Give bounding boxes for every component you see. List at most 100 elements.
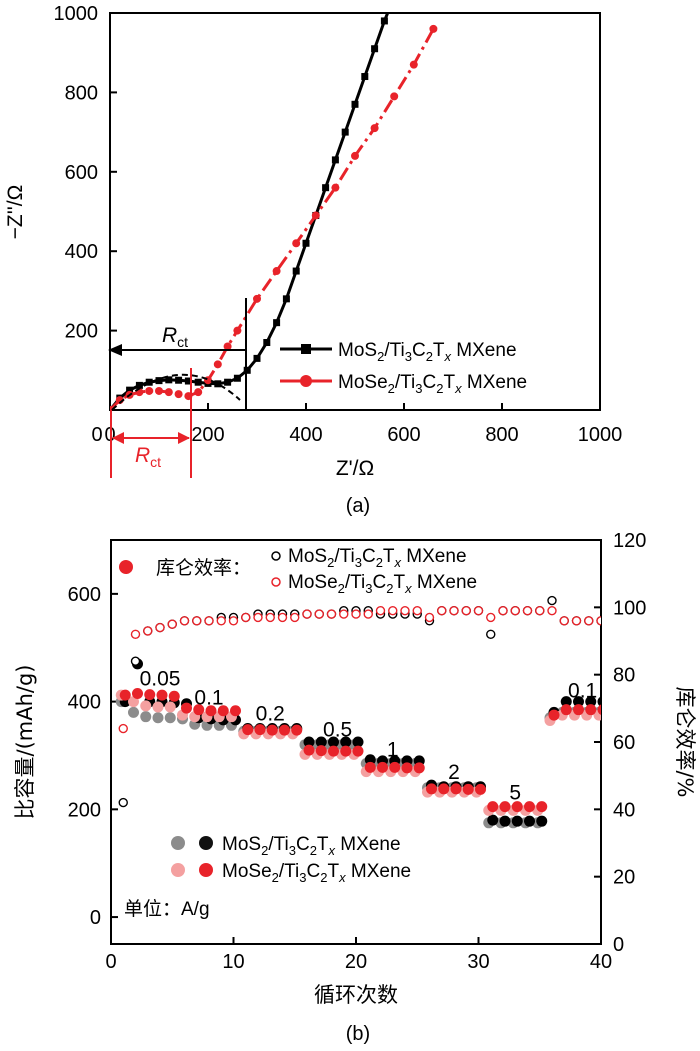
a-s1-point-9 xyxy=(194,388,203,397)
a-ytick-label-2: 400 xyxy=(65,241,98,263)
b-discharge-s1-point-1 xyxy=(128,706,139,718)
b-ce-s5-point-9 xyxy=(228,616,239,626)
b-y2tick-label-0: 0 xyxy=(613,934,624,956)
b-charge-s0-point-19 xyxy=(352,736,364,748)
b-ce-s5-point-36 xyxy=(559,616,569,626)
legend-b-mose2-label: MoSe2/Ti3C2Tx MXene xyxy=(222,861,411,885)
b-ce-s5-point-3 xyxy=(155,622,165,633)
rate-label-6: 5 xyxy=(509,782,521,805)
legend-b-ce-dot xyxy=(119,560,133,574)
b-xtick-label-3: 30 xyxy=(467,951,489,973)
b-ce-s5-point-12 xyxy=(265,612,275,623)
b-ce-s5-point-28 xyxy=(461,606,471,616)
b-charge-s2-point-34 xyxy=(536,801,548,813)
b-charge-s2-point-32 xyxy=(511,801,523,813)
panel-a-ticks: 0200400600800100020040060080010000 xyxy=(54,3,623,446)
a-s0-point-7 xyxy=(175,376,183,384)
legend-a-mos2-label: MoS2/Ti3C2Tx MXene xyxy=(338,340,517,364)
b-ce-s5-point-20 xyxy=(363,609,373,619)
panel-a-plot-frame xyxy=(109,12,601,411)
a-s1-point-20 xyxy=(370,124,379,133)
rate-label-0: 0.05 xyxy=(140,667,181,690)
a-s0-point-8 xyxy=(184,377,192,385)
b-charge-s2-point-16 xyxy=(315,745,327,757)
b-ce-s5-point-27 xyxy=(449,606,459,616)
b-ce-s5-point-39 xyxy=(596,616,601,626)
b-charge-s2-point-2 xyxy=(144,689,156,701)
b-ce-s5-point-5 xyxy=(179,616,190,626)
a-s0-point-18 xyxy=(282,295,290,303)
b-discharge-s3-point-3 xyxy=(152,701,164,713)
a-xtick-label-3: 600 xyxy=(387,424,420,446)
b-charge-s2-point-17 xyxy=(328,745,339,757)
panel-a-xlabel: Z'/Ω xyxy=(336,457,374,480)
a-s0-point-6 xyxy=(165,376,173,384)
a-s1-point-21 xyxy=(390,92,399,101)
b-ce-s5-point-13 xyxy=(277,612,288,623)
a-s0-point-16 xyxy=(263,339,271,347)
b-charge-s2-point-3 xyxy=(156,689,168,701)
b-charge-s0-point-34 xyxy=(536,815,548,827)
b-charge-s0-point-33 xyxy=(524,815,535,827)
rate-label-7: 0.1 xyxy=(568,679,597,702)
a-s1-point-14 xyxy=(253,294,261,303)
a-ytick-label-4: 800 xyxy=(65,82,98,104)
b-ytick-label-3: 600 xyxy=(68,584,101,606)
rct-red-arrowhead-left xyxy=(112,432,124,444)
b-ce-s5-point-17 xyxy=(326,609,337,619)
b-ce-s4-point-1 xyxy=(130,656,141,666)
b-ce-s4-point-35 xyxy=(547,595,557,606)
a-s1-point-16 xyxy=(292,239,301,248)
rate-label-1: 0.1 xyxy=(194,686,223,709)
b-y2tick-label-2: 40 xyxy=(613,799,635,821)
a-s1-point-11 xyxy=(213,360,222,369)
b-charge-s2-point-25 xyxy=(426,783,437,795)
b-ce-s5-point-1 xyxy=(130,629,141,639)
panel-b-caption: (b) xyxy=(346,1023,370,1045)
legend-b-ce-mose2-label: MoSe2/Ti3C2Tx MXene xyxy=(288,572,477,596)
a-s1-point-19 xyxy=(351,151,359,160)
b-ce-s5-point-23 xyxy=(400,606,410,616)
a-s0-point-20 xyxy=(302,239,310,247)
a-s1-point-12 xyxy=(223,342,232,351)
b-ce-s5-point-14 xyxy=(290,612,300,623)
b-ce-s5-point-7 xyxy=(204,616,214,626)
b-ce-s5-point-35 xyxy=(547,606,557,616)
panel-b-ylabel: 比容量/(mAh/g) xyxy=(13,665,37,820)
legend-b-ce-mos2-label: MoS2/Ti3C2Tx MXene xyxy=(288,546,467,570)
b-y2tick-label-3: 60 xyxy=(613,732,635,754)
b-charge-s2-point-26 xyxy=(438,783,450,795)
b-charge-s2-point-39 xyxy=(597,704,601,715)
rct-black-label: Rct xyxy=(162,324,188,350)
b-charge-s0-point-38 xyxy=(585,696,597,708)
a-xtick-label-4: 800 xyxy=(485,424,518,446)
b-charge-s2-point-11 xyxy=(254,724,266,736)
b-ytick-label-0: 0 xyxy=(90,907,101,929)
b-charge-s2-point-23 xyxy=(401,762,413,774)
b-charge-s2-point-8 xyxy=(217,705,229,717)
b-xtick-label-4: 40 xyxy=(590,951,612,973)
a-s1-point-15 xyxy=(272,267,281,276)
panel-a-legend: MoS2/Ti3C2Tx MXene MoSe2/Ti3C2Tx MXene xyxy=(280,340,527,396)
panel-b-unit-label: 单位：A/g xyxy=(124,898,210,920)
a-s1-point-23 xyxy=(429,24,438,33)
panel-a-caption: (a) xyxy=(346,495,370,517)
b-charge-s2-point-5 xyxy=(181,702,192,714)
b-charge-s2-point-33 xyxy=(524,801,535,813)
b-ce-s5-point-6 xyxy=(192,616,202,626)
legend-b-ce-mos2-marker xyxy=(271,551,281,561)
b-ce-s5-point-19 xyxy=(351,609,361,619)
b-ce-s5-point-34 xyxy=(535,606,545,616)
b-charge-s2-point-37 xyxy=(573,704,584,716)
a-s1-point-7 xyxy=(174,390,183,399)
b-y2tick-label-4: 80 xyxy=(613,665,635,687)
a-s0-point-9 xyxy=(194,378,202,386)
legend-b-mos2-discharge-marker xyxy=(171,836,185,850)
b-charge-s2-point-36 xyxy=(560,704,572,716)
a-s1-point-18 xyxy=(331,183,340,192)
a-s0-point-12 xyxy=(224,378,232,386)
a-s0-point-28 xyxy=(380,17,388,25)
a-s1-point-13 xyxy=(233,326,242,335)
b-discharge-s1-point-2 xyxy=(140,711,152,723)
